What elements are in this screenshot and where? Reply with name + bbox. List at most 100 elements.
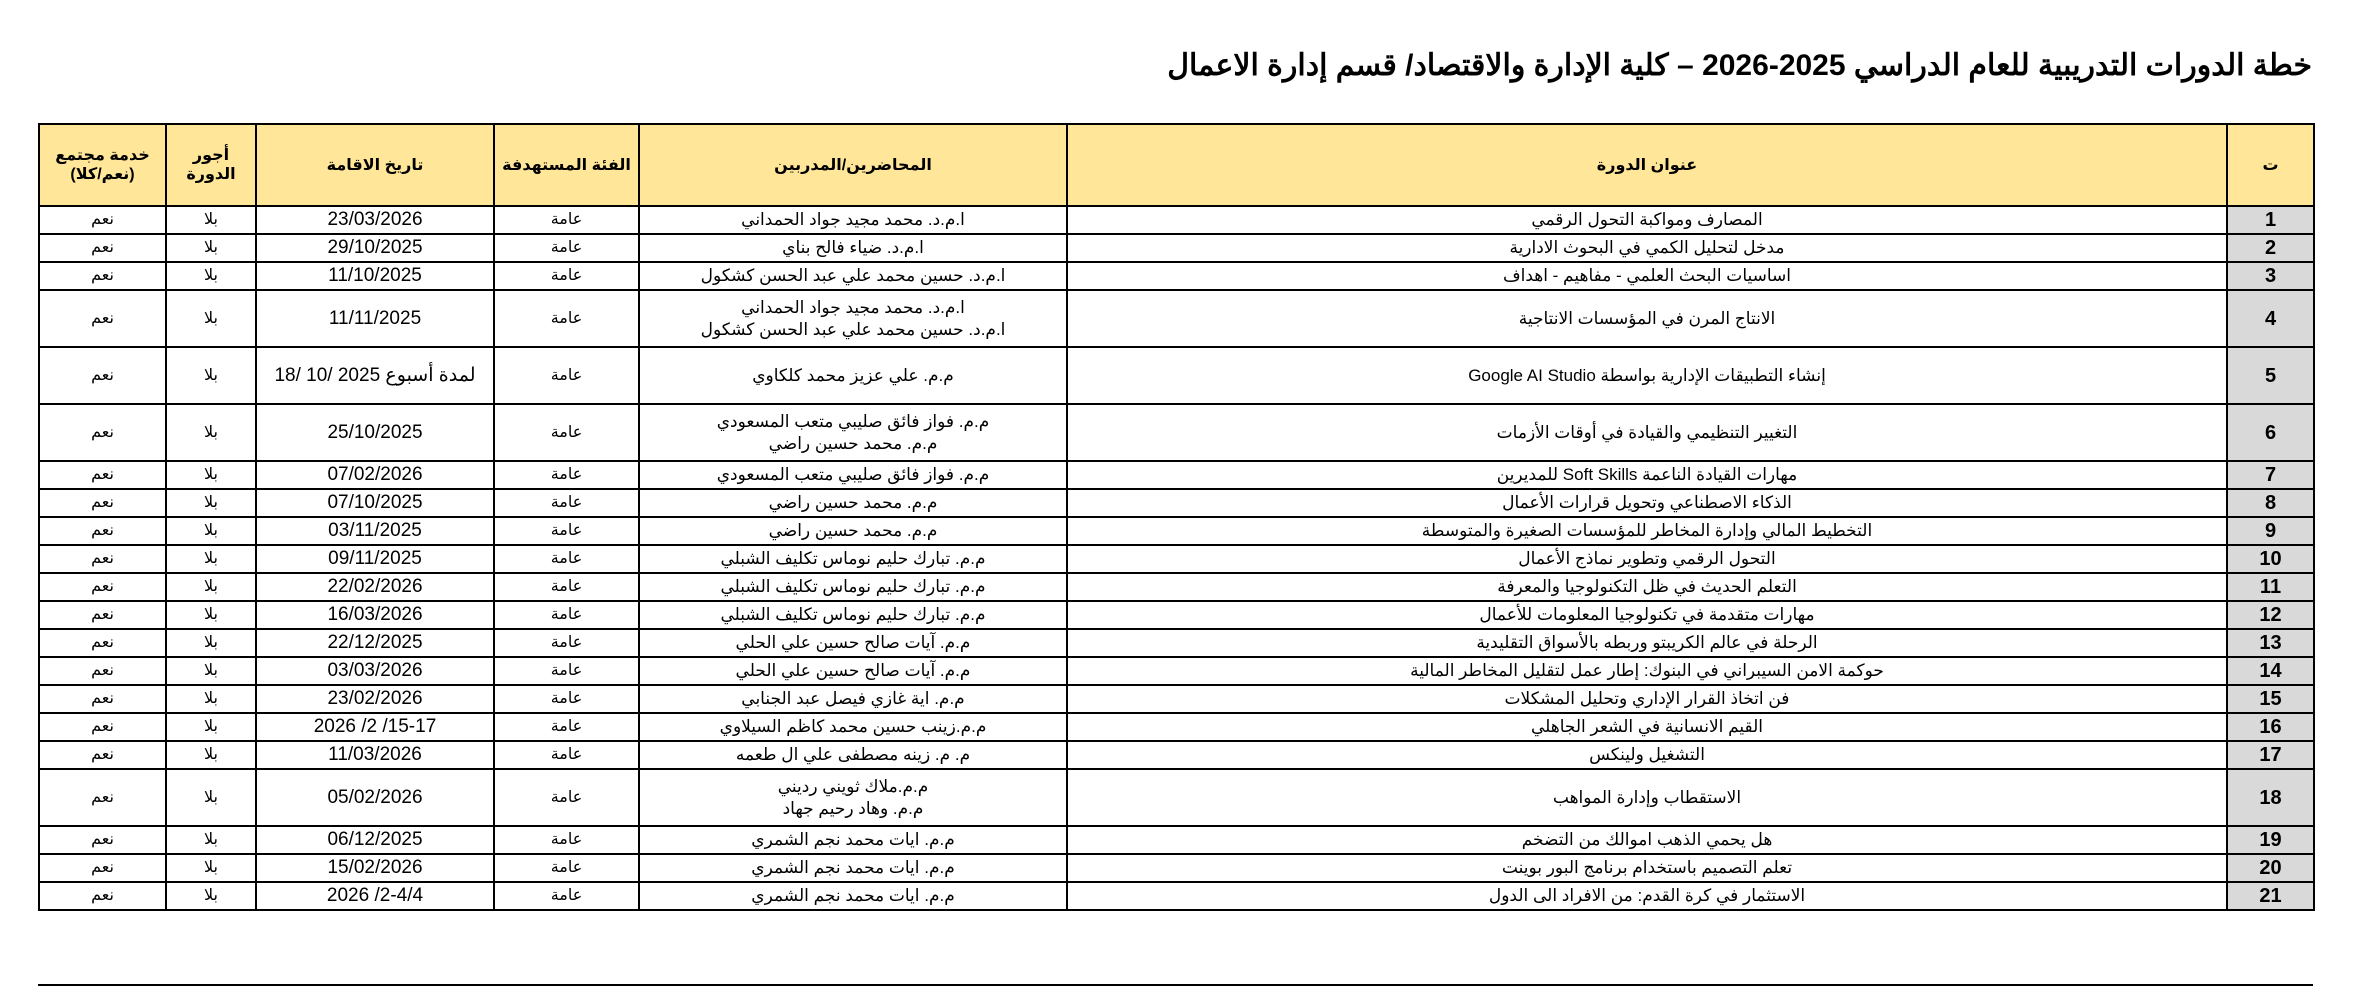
cell-service: نعم [38,853,167,883]
table-row: 6 التغيير التنظيمي والقيادة في أوقات الأز… [38,403,2315,462]
cell-course: الانتاج المرن في المؤسسات الانتاجية [1066,289,2228,348]
cell-service: نعم [38,403,167,462]
cell-lecturers: م.م. فواز فائق صليبي متعب المسعودي [638,460,1068,490]
cell-date: 07/10/2025 [255,488,495,518]
cell-date: 22/02/2026 [255,572,495,602]
cell-date: 11/11/2025 [255,289,495,348]
cell-date: 07/02/2026 [255,460,495,490]
header-lecturers: المحاضرين/المدربين [638,123,1068,207]
cell-date: 22/12/2025 [255,628,495,658]
cell-service: نعم [38,488,167,518]
cell-date: 23/02/2026 [255,684,495,714]
cell-course: تعلم التصميم باستخدام برنامج البور بوينت [1066,853,2228,883]
cell-num: 7 [2226,460,2315,490]
cell-date: 29/10/2025 [255,233,495,263]
cell-course: اساسيات البحث العلمي - مفاهيم - اهداف [1066,261,2228,291]
table-row: 13 الرحلة في عالم الكريبتو وربطه بالأسواق… [38,628,2315,658]
table-header-row: ت عنوان الدورة المحاضرين/المدربين الفئة … [38,123,2315,207]
cell-audience: عامة [493,205,640,235]
cell-num: 5 [2226,346,2315,405]
cell-course: التغيير التنظيمي والقيادة في أوقات الأزم… [1066,403,2228,462]
cell-service: نعم [38,289,167,348]
header-num: ت [2226,123,2315,207]
cell-num: 18 [2226,768,2315,827]
cell-date: 03/03/2026 [255,656,495,686]
table-row: 14 حوكمة الامن السيبراني في البنوك: إطار … [38,656,2315,686]
cell-lecturers: م.م. علي عزيز محمد كلكاوي [638,346,1068,405]
table-row: 4 الانتاج المرن في المؤسسات الانتاجية ا.م.… [38,289,2315,348]
cell-fees: بلا [165,544,257,574]
cell-course: المصارف ومواكبة التحول الرقمي [1066,205,2228,235]
table-row: 2 مدخل لتحليل الكمي في البحوث الادارية ا.م… [38,233,2315,263]
cell-course: مهارات القيادة الناعمة Soft Skills للمدي… [1066,460,2228,490]
cell-lecturers: ا.م.د. حسين محمد علي عبد الحسن كشكول [638,261,1068,291]
cell-num: 17 [2226,740,2315,770]
table-row: 5 إنشاء التطبيقات الإدارية بواسطة Google … [38,346,2315,405]
cell-fees: بلا [165,403,257,462]
cell-lecturers: م.م. محمد حسين راضي [638,516,1068,546]
cell-service: نعم [38,460,167,490]
cell-audience: عامة [493,881,640,911]
cell-date: 18/ 10/ 2025 لمدة أسبوع [255,346,495,405]
cell-fees: بلا [165,572,257,602]
table-row: 11 التعلم الحديث في ظل التكنولوجيا والمعر… [38,572,2315,602]
cell-num: 19 [2226,825,2315,855]
cell-fees: بلا [165,656,257,686]
table-row: 21 الاستثمار في كرة القدم: من الافراد الى… [38,881,2315,911]
cell-fees: بلا [165,289,257,348]
cell-audience: عامة [493,261,640,291]
cell-fees: بلا [165,205,257,235]
cell-course: مهارات متقدمة في تكنولوجيا المعلومات للأ… [1066,600,2228,630]
cell-date: 15/02/2026 [255,853,495,883]
cell-lecturers: ا.م.د. محمد مجيد جواد الحمداني ا.م.د. حس… [638,289,1068,348]
cell-audience: عامة [493,656,640,686]
cell-fees: بلا [165,460,257,490]
table-row: 16 القيم الانسانية في الشعر الجاهلي م.م.زي… [38,712,2315,742]
cell-lecturers: م.م. ايات محمد نجم الشمري [638,825,1068,855]
cell-num: 14 [2226,656,2315,686]
table-row: 7 مهارات القيادة الناعمة Soft Skills للمد… [38,460,2315,490]
cell-lecturers: م.م. اية غازي فيصل عبد الجنابي [638,684,1068,714]
cell-service: نعم [38,684,167,714]
cell-audience: عامة [493,684,640,714]
cell-date: 03/11/2025 [255,516,495,546]
cell-fees: بلا [165,712,257,742]
footer-divider [38,984,2313,986]
cell-fees: بلا [165,768,257,827]
cell-fees: بلا [165,488,257,518]
cell-course: القيم الانسانية في الشعر الجاهلي [1066,712,2228,742]
cell-service: نعم [38,205,167,235]
cell-course: الاستقطاب وإدارة المواهب [1066,768,2228,827]
cell-lecturers: م.م. محمد حسين راضي [638,488,1068,518]
cell-service: نعم [38,233,167,263]
cell-lecturers: م.م. تبارك حليم نوماس تكليف الشبلي [638,544,1068,574]
cell-audience: عامة [493,403,640,462]
cell-date: 06/12/2025 [255,825,495,855]
cell-date: 2026 /2 /15-17 [255,712,495,742]
cell-lecturers: م.م. تبارك حليم نوماس تكليف الشبلي [638,600,1068,630]
cell-course: مدخل لتحليل الكمي في البحوث الادارية [1066,233,2228,263]
cell-fees: بلا [165,233,257,263]
cell-audience: عامة [493,233,640,263]
cell-lecturers: م.م. ايات محمد نجم الشمري [638,853,1068,883]
cell-audience: عامة [493,712,640,742]
cell-date: 09/11/2025 [255,544,495,574]
cell-course: الرحلة في عالم الكريبتو وربطه بالأسواق ا… [1066,628,2228,658]
table-row: 15 فن اتخاذ القرار الإداري وتحليل المشكلا… [38,684,2315,714]
cell-fees: بلا [165,628,257,658]
cell-lecturers: م.م. فواز فائق صليبي متعب المسعودي م.م. … [638,403,1068,462]
cell-service: نعم [38,740,167,770]
cell-course: التحول الرقمي وتطوير نماذج الأعمال [1066,544,2228,574]
header-audience: الفئة المستهدفة [493,123,640,207]
table-row: 18 الاستقطاب وإدارة المواهب م.م.ملاك ثويني… [38,768,2315,827]
cell-audience: عامة [493,346,640,405]
cell-num: 2 [2226,233,2315,263]
cell-audience: عامة [493,460,640,490]
cell-lecturers: م.م. آيات صالح حسين علي الحلي [638,656,1068,686]
table-body: 1 المصارف ومواكبة التحول الرقمي ا.م.د. محم… [38,205,2315,911]
cell-fees: بلا [165,346,257,405]
cell-audience: عامة [493,740,640,770]
table-row: 19 هل يحمي الذهب اموالك من التضخم م.م. ايا… [38,825,2315,855]
cell-fees: بلا [165,881,257,911]
cell-num: 16 [2226,712,2315,742]
